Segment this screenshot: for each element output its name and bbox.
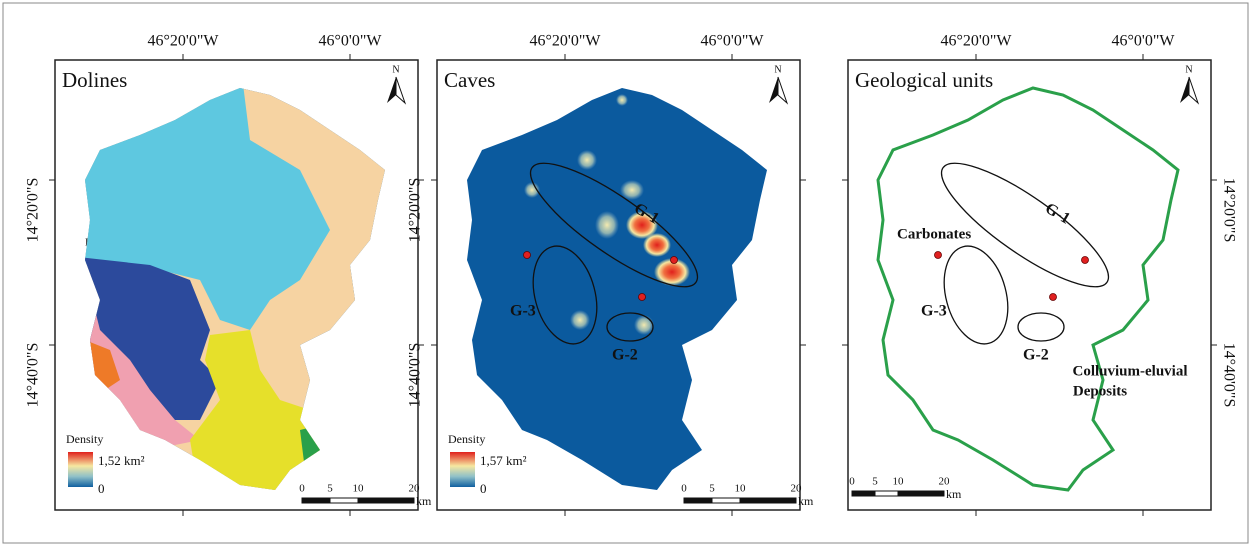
latitude-label: 14°20'0"S bbox=[407, 178, 424, 243]
longitude-label: 46°20'0"W bbox=[941, 33, 1013, 50]
scale-label: 5 bbox=[872, 476, 878, 488]
scale-label: 10 bbox=[893, 476, 905, 488]
scale-unit: km bbox=[416, 494, 432, 508]
scale-label: 0 bbox=[299, 483, 305, 495]
town-marker bbox=[1082, 257, 1089, 264]
scale-label: 10 bbox=[735, 483, 747, 495]
unit-label: Deposits bbox=[1073, 383, 1127, 399]
scale-segment bbox=[898, 491, 944, 496]
longitude-label: 46°0'0"W bbox=[1112, 33, 1176, 50]
town-marker bbox=[639, 294, 646, 301]
unit-label: Carbonates bbox=[897, 226, 971, 242]
scale-unit: km bbox=[946, 487, 962, 501]
scale-label: 5 bbox=[709, 483, 715, 495]
scale-label: 10 bbox=[353, 483, 365, 495]
town-marker bbox=[524, 252, 531, 259]
scale-segment bbox=[684, 498, 712, 503]
scale-label: 20 bbox=[409, 483, 421, 495]
scale-unit: km bbox=[798, 494, 814, 508]
legend-title: Density bbox=[66, 432, 103, 446]
latitude-label: 14°40'0"S bbox=[407, 343, 424, 408]
map-panel: Caves N 46°20'0"W 46°0'0"W 14°20'0"S 14°40'0"… bbox=[407, 33, 814, 516]
scale-label: 0 bbox=[681, 483, 687, 495]
north-label: N bbox=[774, 64, 781, 75]
group-label: G-2 bbox=[1023, 347, 1049, 364]
scale-segment bbox=[740, 498, 796, 503]
scale-segment bbox=[358, 498, 414, 503]
panel-title: Dolines bbox=[62, 68, 127, 92]
scale-segment bbox=[712, 498, 740, 503]
legend-ramp bbox=[450, 452, 475, 487]
density-hotspot bbox=[643, 233, 671, 257]
panel-title: Geological units bbox=[855, 68, 993, 92]
longitude-label: 46°0'0"W bbox=[701, 33, 765, 50]
scale-label: 0 bbox=[849, 476, 855, 488]
latitude-label: 14°20'0"S bbox=[1220, 178, 1237, 243]
latitude-label: 14°40'0"S bbox=[1220, 343, 1237, 408]
density-hotspot bbox=[595, 211, 619, 239]
longitude-label: 46°20'0"W bbox=[148, 33, 220, 50]
legend-ramp bbox=[68, 452, 93, 487]
scale-segment bbox=[875, 491, 898, 496]
scale-segment bbox=[330, 498, 358, 503]
panel-title: Caves bbox=[444, 68, 495, 92]
legend-title: Density bbox=[448, 432, 485, 446]
figure: Dolines N 46°20'0"W 46°0'0"W 14°20'0"S 14°40'… bbox=[0, 0, 1252, 548]
legend-min: 0 bbox=[98, 481, 105, 496]
latitude-label: 14°40'0"S bbox=[25, 343, 42, 408]
latitude-label: 14°20'0"S bbox=[25, 178, 42, 243]
scale-segment bbox=[852, 491, 875, 496]
unit-label: Colluvium-eluvial bbox=[1072, 363, 1187, 379]
panel-frame bbox=[848, 60, 1211, 510]
town-marker bbox=[671, 257, 678, 264]
town-marker bbox=[1050, 294, 1057, 301]
legend-min: 0 bbox=[480, 481, 487, 496]
density-hotspot bbox=[577, 150, 597, 170]
group-label: G-3 bbox=[921, 303, 947, 320]
scale-label: 5 bbox=[327, 483, 333, 495]
density-hotspot bbox=[616, 94, 628, 106]
legend-max: 1,52 km² bbox=[98, 453, 145, 468]
longitude-label: 46°20'0"W bbox=[530, 33, 602, 50]
group-label: G-3 bbox=[510, 303, 536, 320]
group-label: G-2 bbox=[612, 347, 638, 364]
north-label: N bbox=[1185, 64, 1192, 75]
scale-label: 20 bbox=[939, 476, 951, 488]
longitude-label: 46°0'0"W bbox=[319, 33, 383, 50]
density-hotspot bbox=[570, 310, 590, 330]
scale-segment bbox=[302, 498, 330, 503]
north-label: N bbox=[392, 64, 399, 75]
legend-max: 1,57 km² bbox=[480, 453, 527, 468]
town-marker bbox=[935, 252, 942, 259]
scale-label: 20 bbox=[791, 483, 803, 495]
